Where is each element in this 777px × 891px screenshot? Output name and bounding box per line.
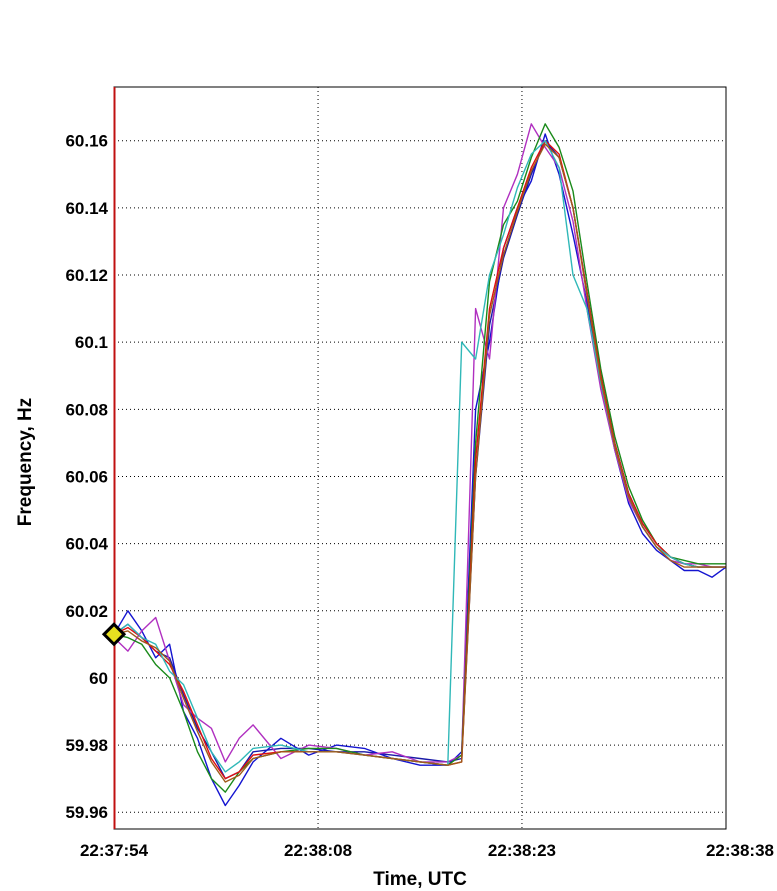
- series-lines: [113, 123, 727, 807]
- y-tick-label: 60.1: [75, 333, 108, 352]
- plot-background: [114, 87, 726, 829]
- y-tick-label: 60.02: [65, 602, 108, 621]
- x-axis-title: Time, UTC: [373, 869, 467, 890]
- y-tick-label: 60.16: [65, 132, 108, 151]
- y-tick-label: 60.14: [65, 199, 108, 218]
- y-tick-label: 59.98: [65, 736, 108, 755]
- y-tick-label: 60.06: [65, 467, 108, 486]
- series-line-2: [113, 133, 727, 807]
- y-tick-label: 60: [89, 669, 108, 688]
- start-marker-diamond: [101, 622, 127, 647]
- x-tick-label: 22:37:54: [80, 841, 149, 860]
- x-tick-label: 22:38:23: [488, 841, 556, 860]
- start-marker: [101, 622, 127, 647]
- x-tick-label: 22:38:08: [284, 841, 352, 860]
- x-tick-label: 22:38:38: [706, 841, 774, 860]
- y-tick-label: 59.96: [65, 803, 108, 822]
- y-tick-labels: 59.96 59.98 60 60.02 60.04 60.06 60.08 60.1 60.1…: [65, 132, 108, 822]
- y-tick-label: 60.12: [65, 266, 108, 285]
- y-tick-label: 60.04: [65, 535, 108, 554]
- y-tick-label: 60.08: [65, 400, 108, 419]
- y-axis-title: Frequency, Hz: [15, 398, 36, 526]
- x-tick-labels: 22:37:54 22:38:08 22:38:23 22:38:38: [80, 841, 774, 860]
- series-line-7: [113, 143, 726, 783]
